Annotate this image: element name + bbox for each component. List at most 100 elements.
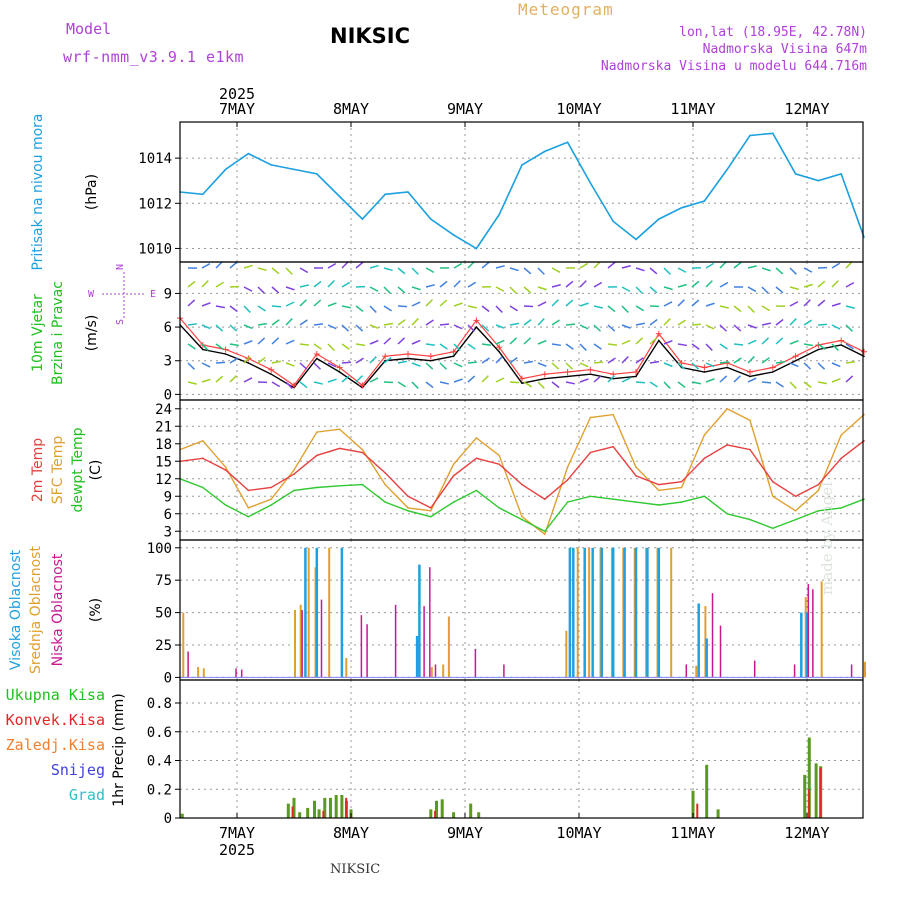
wind-arrow	[537, 286, 547, 291]
dewpoint-line-point	[475, 489, 478, 492]
cloud-low-bar	[301, 610, 303, 678]
cloud-high-bar	[568, 547, 572, 678]
dewpoint-line-point	[840, 507, 842, 509]
wind-arrow	[635, 305, 645, 312]
cloud-high-bar	[805, 612, 809, 678]
wind-arrow	[579, 262, 589, 269]
cloud-high-bar	[315, 547, 319, 678]
wind-arrow	[187, 299, 196, 307]
precip-total-bar	[328, 797, 332, 818]
wind-arrow	[425, 284, 435, 288]
wind-arrow	[453, 378, 463, 383]
wind-arrow	[243, 286, 253, 292]
cloud-low-bar	[793, 664, 796, 678]
cloud-high-bar	[583, 547, 586, 678]
dewpoint-line-point	[224, 504, 227, 506]
wind-arrow	[439, 299, 448, 307]
cloud-low-bar	[320, 599, 323, 678]
cloud-mid-bar	[182, 612, 185, 678]
wind-arrow	[649, 267, 658, 275]
wind-arrow	[257, 322, 268, 326]
wind-arrow	[621, 324, 631, 329]
wind-arrow	[845, 281, 855, 288]
wind-arrow	[215, 324, 224, 332]
compass-n: N	[115, 264, 126, 270]
sfc-temp-line-point	[772, 495, 774, 498]
wind-speed-line-point	[726, 366, 728, 369]
wind-arrow	[537, 318, 545, 326]
temp-unit-label: (C)	[88, 460, 104, 481]
wind-arrow	[509, 337, 518, 345]
pressure-line-point	[361, 218, 364, 220]
wind-arrow	[495, 356, 503, 364]
wind-arrow	[607, 305, 616, 313]
wind-arrow	[271, 286, 280, 294]
wind-arrow	[383, 322, 394, 326]
precip-total-bar	[814, 763, 818, 818]
compass-e: E	[150, 289, 156, 300]
wind-arrow	[565, 299, 574, 307]
wind-arrow	[467, 375, 476, 383]
wind-arrow	[775, 381, 784, 388]
wind-arrow	[663, 301, 673, 307]
wind-arrow	[663, 339, 673, 345]
gust-marker	[496, 344, 503, 351]
wind-arrow	[299, 381, 308, 389]
cloud-mid-bar	[820, 581, 823, 678]
wind-arrow	[635, 322, 645, 326]
wind-arrow	[355, 261, 364, 269]
temp2m-line-point	[726, 444, 728, 446]
wind-arrow	[481, 305, 490, 313]
model-name: wrf-nmm_v3.9.1 e1km	[63, 48, 245, 66]
dewpoint-line-point	[680, 501, 683, 503]
wind-arrow	[341, 281, 351, 288]
sfc-temp-line-point	[635, 466, 637, 468]
wind-arrow	[705, 262, 715, 269]
pressure-line-point	[384, 193, 387, 196]
cloud-low-bar	[394, 604, 397, 678]
x-bottom-tick-label: 8MAY	[333, 824, 369, 842]
wind-speed-line-point	[749, 375, 751, 378]
meteogram-title: Meteogram	[518, 0, 614, 19]
wind-arrow	[439, 280, 448, 288]
wind-arrow	[439, 343, 448, 350]
sfc-temp-line-point	[680, 486, 683, 489]
cloud-low-bar	[474, 648, 477, 678]
dewpoint-line-point	[566, 501, 569, 503]
temp2m-line-point	[589, 451, 592, 454]
cloud-mid-bar	[430, 667, 433, 678]
sfc-temp-line-point	[338, 428, 341, 430]
cloud-mid-bar	[599, 547, 602, 678]
wind-arrow	[243, 377, 253, 383]
station-title: NIKSIC	[330, 24, 411, 48]
precip-conv-bar	[696, 803, 699, 818]
cloud-mid-bar	[695, 665, 698, 678]
cloud-high-bar	[657, 547, 661, 678]
wind-arrow	[635, 267, 645, 272]
cloud-mid-bar	[345, 657, 348, 678]
footer-station: NIKSIC	[330, 862, 381, 877]
wind-arrow	[705, 324, 715, 330]
gust-marker	[838, 337, 845, 344]
wind-arrow	[817, 381, 827, 385]
wind-arrow	[397, 305, 408, 308]
wind-speed-line-point	[772, 371, 774, 373]
sfc-temp-line-point	[589, 416, 592, 419]
panel-frame-precipitation	[179, 679, 864, 819]
wind-arrow	[607, 324, 616, 332]
wind-speed-line-point	[430, 359, 432, 362]
wind-arrow	[845, 261, 853, 269]
wind-ylabel-2: Brzina i Pravac	[50, 281, 66, 385]
wind-arrow	[271, 319, 280, 326]
temp2m-line-point	[544, 498, 546, 500]
wind-arrow	[271, 267, 280, 275]
wind-arrow	[257, 356, 266, 364]
cloud-high-bar	[611, 547, 615, 678]
wind-arrow	[719, 324, 727, 332]
pressure-line-point	[703, 200, 706, 202]
dewpoint-line-point	[430, 515, 432, 518]
wind-arrow	[243, 264, 253, 269]
y-tick-label: 1012	[138, 196, 172, 212]
wind-arrow	[243, 339, 253, 345]
wind-arrow	[733, 324, 742, 332]
